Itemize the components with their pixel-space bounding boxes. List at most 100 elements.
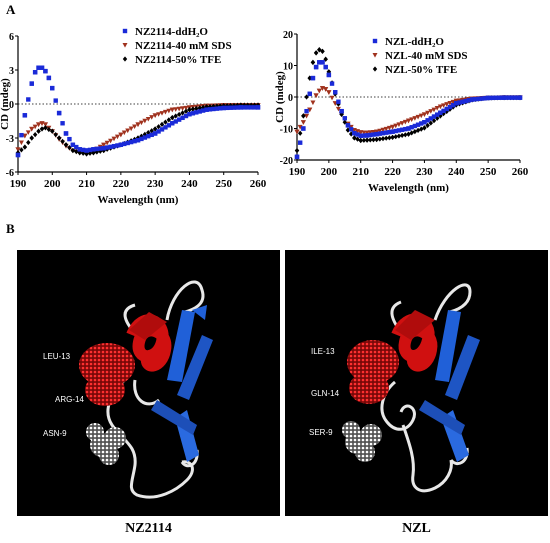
data-point: [384, 135, 389, 141]
data-point: [108, 138, 114, 144]
legend-marker: [122, 43, 128, 48]
data-point: [383, 126, 389, 132]
data-point: [135, 122, 141, 127]
data-point: [387, 135, 392, 141]
data-point: [437, 104, 443, 110]
data-point: [403, 132, 408, 138]
data-point: [26, 97, 31, 102]
data-point: [419, 126, 424, 132]
data-point: [63, 131, 69, 136]
y-tick-label: 0: [288, 93, 293, 104]
residue-label: ILE-13: [311, 347, 335, 356]
data-point: [441, 108, 446, 114]
series-0: [15, 65, 261, 158]
data-point: [323, 87, 329, 92]
residue-label: ARG-14: [55, 395, 84, 404]
x-tick-label: 190: [10, 178, 27, 190]
data-point: [304, 113, 310, 119]
data-point: [313, 93, 319, 99]
data-point: [173, 119, 178, 124]
data-point: [32, 132, 38, 138]
data-point: [380, 136, 386, 142]
data-point: [294, 154, 300, 160]
data-point: [374, 136, 379, 143]
data-point: [313, 50, 319, 56]
data-point: [390, 129, 395, 134]
data-point: [218, 106, 223, 111]
x-tick-label: 210: [352, 166, 369, 178]
data-point: [342, 116, 347, 121]
data-point: [121, 130, 127, 136]
data-point: [447, 101, 453, 106]
data-point: [335, 106, 341, 112]
data-point: [508, 95, 513, 100]
data-point: [255, 102, 261, 108]
y-tick-label: 10: [283, 62, 293, 73]
legend-label: NZ2114-40 mM SDS: [135, 40, 232, 52]
x-tick-label: 260: [250, 178, 267, 190]
data-point: [396, 133, 402, 139]
data-point: [118, 132, 124, 138]
data-point: [80, 147, 86, 153]
data-point: [399, 127, 405, 132]
residue-label: ASN-9: [43, 429, 67, 438]
data-point: [231, 102, 237, 108]
data-point: [248, 105, 254, 110]
data-point: [132, 138, 137, 144]
data-point: [70, 142, 76, 147]
data-point: [450, 99, 456, 105]
data-point: [489, 95, 494, 101]
data-point: [255, 105, 261, 110]
data-point: [313, 64, 319, 70]
y-axis-label: CD (mdeg): [0, 78, 11, 130]
data-point: [101, 142, 107, 148]
data-point: [368, 137, 373, 143]
data-point: [479, 96, 484, 101]
data-point: [115, 143, 120, 148]
data-point: [485, 95, 491, 101]
data-point: [326, 90, 332, 95]
data-point: [399, 121, 405, 126]
data-point: [111, 143, 117, 149]
data-point: [170, 121, 175, 126]
data-point: [431, 107, 437, 113]
y-tick-label: 0: [9, 100, 14, 111]
data-point: [514, 95, 520, 100]
x-tick-label: 240: [181, 178, 198, 190]
data-point: [135, 138, 141, 143]
data-point: [149, 115, 155, 120]
y-tick-label: 6: [9, 32, 14, 43]
data-point: [492, 95, 497, 101]
data-point: [419, 121, 424, 126]
data-point: [138, 120, 144, 126]
data-point: [152, 131, 158, 136]
data-point: [187, 107, 192, 113]
data-point: [307, 91, 312, 97]
data-point: [104, 145, 110, 150]
data-point: [29, 135, 34, 141]
data-point: [380, 130, 386, 136]
data-point: [166, 108, 172, 114]
data-point: [301, 126, 306, 131]
data-point: [393, 128, 398, 134]
data-point: [396, 122, 402, 128]
data-point: [228, 105, 233, 110]
data-point: [166, 117, 172, 123]
structure-nz2114-image: LEU-13 ARG-14 ASN-9: [17, 250, 280, 516]
legend-label: NZL-40 mM SDS: [385, 50, 468, 62]
data-point: [364, 137, 370, 143]
data-point: [238, 102, 244, 108]
data-point: [317, 60, 322, 65]
data-point: [135, 135, 141, 141]
data-point: [139, 136, 144, 142]
data-point: [104, 140, 110, 146]
data-point: [204, 107, 209, 112]
data-point: [444, 106, 449, 112]
data-point: [396, 128, 402, 133]
data-point: [169, 107, 175, 113]
series-0: [294, 60, 523, 160]
data-point: [358, 130, 364, 135]
data-point: [156, 124, 161, 130]
structure-nzl-image: ILE-13 GLN-14 SER-9: [285, 250, 548, 516]
data-point: [142, 135, 148, 140]
